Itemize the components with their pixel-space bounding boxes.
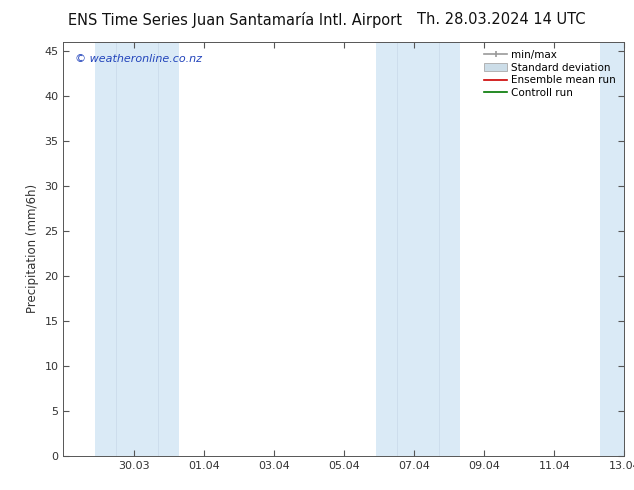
Bar — [375, 42, 418, 456]
Y-axis label: Precipitation (mm/6h): Precipitation (mm/6h) — [26, 184, 39, 313]
Text: ENS Time Series Juan Santamaría Intl. Airport: ENS Time Series Juan Santamaría Intl. Ai… — [68, 12, 401, 28]
Text: Th. 28.03.2024 14 UTC: Th. 28.03.2024 14 UTC — [417, 12, 585, 27]
Bar — [600, 42, 624, 456]
Legend: min/max, Standard deviation, Ensemble mean run, Controll run: min/max, Standard deviation, Ensemble me… — [481, 47, 619, 101]
Bar — [418, 42, 460, 456]
Text: © weatheronline.co.nz: © weatheronline.co.nz — [75, 54, 202, 64]
Bar — [95, 42, 137, 456]
Bar — [137, 42, 179, 456]
